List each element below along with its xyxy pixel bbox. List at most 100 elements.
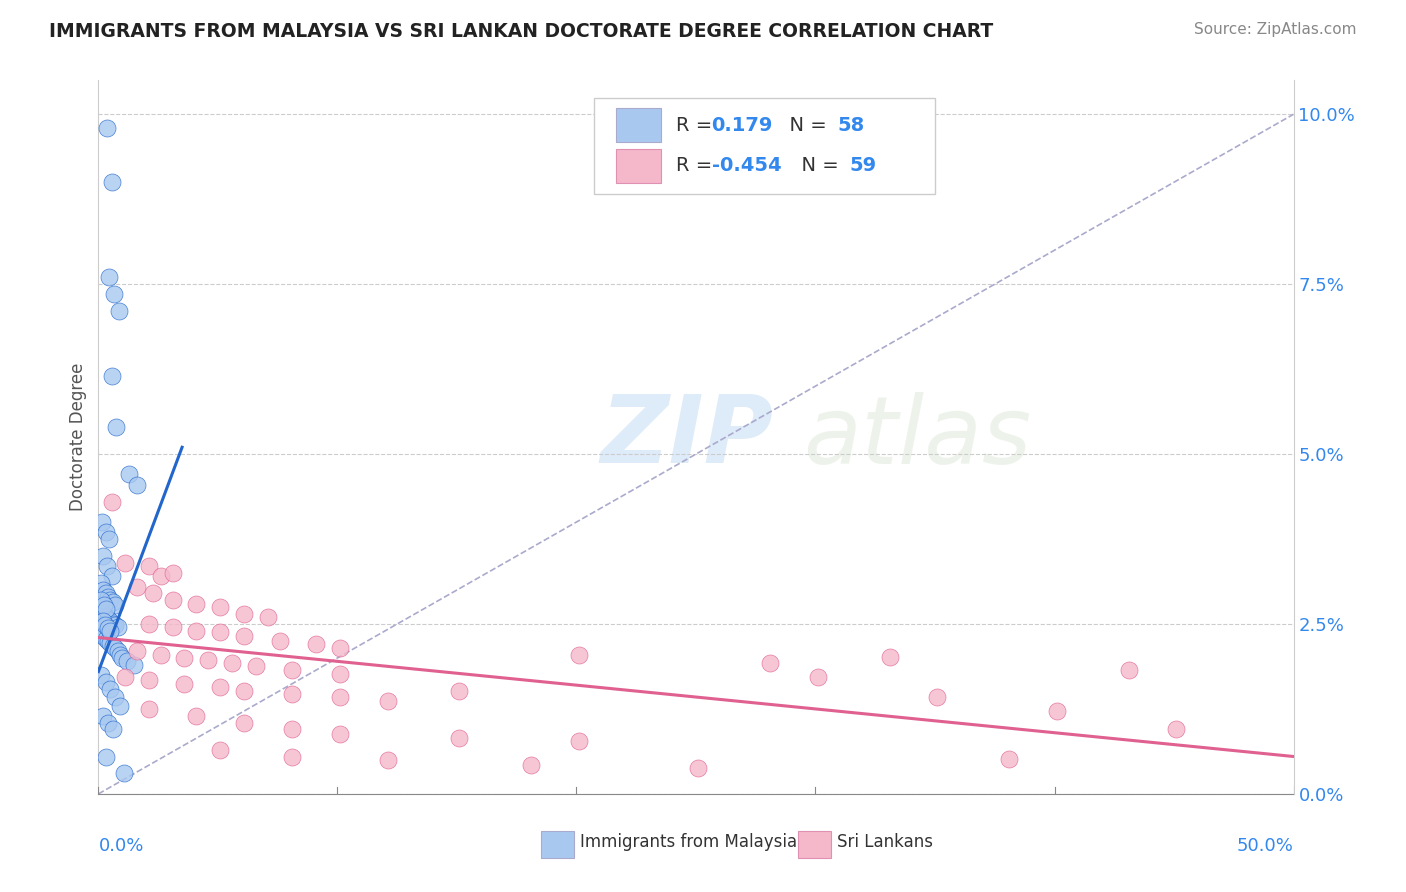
Text: R =: R = xyxy=(676,156,718,176)
Point xyxy=(91,614,114,628)
Point xyxy=(97,611,120,625)
Point xyxy=(104,618,127,632)
Text: N =: N = xyxy=(778,116,834,135)
Point xyxy=(100,175,122,189)
Text: -0.454: -0.454 xyxy=(711,156,782,176)
Text: ZIP: ZIP xyxy=(600,391,773,483)
Text: Immigrants from Malaysia: Immigrants from Malaysia xyxy=(581,833,797,851)
Point xyxy=(101,595,124,609)
FancyBboxPatch shape xyxy=(797,831,831,858)
Point xyxy=(281,723,304,737)
Point xyxy=(108,648,131,662)
Point xyxy=(98,593,122,607)
Point xyxy=(998,751,1021,765)
Point xyxy=(1118,663,1140,677)
Point xyxy=(281,663,304,677)
Point xyxy=(1166,723,1188,737)
Point xyxy=(245,659,267,673)
Point xyxy=(759,657,782,671)
Point xyxy=(329,666,352,681)
Point xyxy=(209,625,232,640)
Point xyxy=(114,670,136,684)
Point xyxy=(138,559,160,574)
Point xyxy=(107,304,129,318)
Point xyxy=(90,603,112,617)
Point xyxy=(927,690,949,705)
Point xyxy=(221,657,243,671)
Point xyxy=(91,582,114,597)
Point xyxy=(94,632,117,646)
Point xyxy=(125,580,148,594)
Point xyxy=(879,649,901,664)
Point xyxy=(90,593,112,607)
Text: N =: N = xyxy=(789,156,845,176)
Text: Sri Lankans: Sri Lankans xyxy=(837,833,934,851)
Point xyxy=(118,467,141,482)
Point xyxy=(449,731,471,746)
Point xyxy=(101,723,124,737)
Point xyxy=(209,599,232,614)
Point xyxy=(162,566,184,580)
FancyBboxPatch shape xyxy=(616,108,661,143)
Text: 0.179: 0.179 xyxy=(711,116,773,135)
Point xyxy=(807,670,830,684)
Point xyxy=(96,559,118,574)
Text: 50.0%: 50.0% xyxy=(1237,837,1294,855)
Point xyxy=(98,614,122,628)
Point xyxy=(269,634,291,648)
Point xyxy=(98,681,122,696)
Point xyxy=(100,368,122,383)
Point xyxy=(138,673,160,687)
Point xyxy=(138,702,160,716)
Point xyxy=(98,636,122,650)
Point xyxy=(98,270,121,285)
Point xyxy=(90,576,112,591)
Point xyxy=(281,749,304,764)
Point xyxy=(233,715,256,730)
Point xyxy=(108,698,131,713)
Point xyxy=(97,715,120,730)
Point xyxy=(91,607,114,621)
Point xyxy=(96,120,118,135)
Point xyxy=(377,753,399,767)
Point xyxy=(94,602,117,616)
Point xyxy=(107,620,129,634)
Point xyxy=(97,634,120,648)
FancyBboxPatch shape xyxy=(595,98,935,194)
Point xyxy=(96,621,118,635)
Point xyxy=(104,598,127,612)
Point xyxy=(94,674,117,689)
Point xyxy=(377,694,399,708)
Point xyxy=(233,629,256,643)
Point xyxy=(100,569,122,583)
Point xyxy=(281,687,304,701)
Point xyxy=(115,654,138,668)
Point xyxy=(94,610,117,624)
Point xyxy=(257,610,280,624)
Point xyxy=(90,668,112,682)
Point xyxy=(186,708,208,723)
Point xyxy=(138,617,160,632)
Point xyxy=(90,625,112,640)
Point xyxy=(94,525,117,540)
Point xyxy=(97,590,120,604)
Point xyxy=(91,708,114,723)
Point xyxy=(186,597,208,611)
Point xyxy=(162,593,184,607)
Point xyxy=(91,628,114,642)
Point xyxy=(186,624,208,638)
Point xyxy=(329,727,352,741)
Point xyxy=(91,549,114,563)
Point xyxy=(91,515,114,529)
Point xyxy=(449,683,471,698)
Text: 58: 58 xyxy=(837,116,865,135)
Point xyxy=(173,651,195,665)
Point xyxy=(101,639,124,653)
Text: Source: ZipAtlas.com: Source: ZipAtlas.com xyxy=(1194,22,1357,37)
Point xyxy=(125,477,148,491)
Point xyxy=(105,420,128,434)
Point xyxy=(520,758,543,772)
Text: 0.0%: 0.0% xyxy=(98,837,143,855)
FancyBboxPatch shape xyxy=(616,149,661,183)
Point xyxy=(568,648,591,662)
